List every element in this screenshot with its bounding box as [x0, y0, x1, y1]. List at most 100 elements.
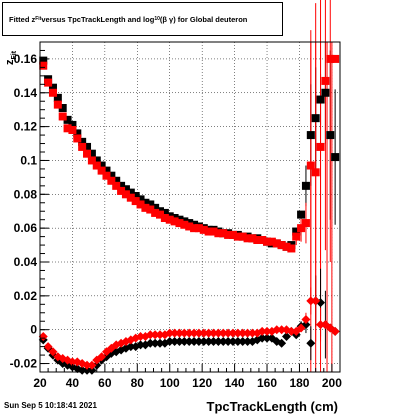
- data-point-square: [224, 230, 233, 239]
- data-point-diamond: [209, 337, 219, 347]
- data-point-diamond: [277, 338, 287, 348]
- data-point-square: [78, 137, 87, 146]
- data-point-square: [112, 181, 121, 190]
- data-point-diamond: [257, 326, 267, 336]
- data-point-diamond: [43, 342, 53, 352]
- data-point-diamond: [170, 328, 180, 338]
- data-point-square: [63, 115, 72, 124]
- data-point-diamond: [145, 330, 155, 340]
- data-point-diamond: [213, 328, 223, 338]
- data-point-diamond: [238, 328, 248, 338]
- data-point-square: [44, 78, 53, 87]
- data-point-square: [151, 203, 160, 212]
- grid-layer: [39, 42, 340, 372]
- x-tick-label: 60: [98, 376, 112, 390]
- data-point-diamond: [233, 328, 243, 338]
- data-point-square: [306, 131, 315, 140]
- data-point-diamond: [92, 360, 102, 370]
- data-point-square: [190, 224, 199, 233]
- data-point-diamond: [296, 323, 306, 333]
- data-point-square: [112, 176, 121, 185]
- data-point-square: [48, 83, 57, 92]
- data-point-diamond: [48, 347, 58, 357]
- data-point-diamond: [223, 337, 233, 347]
- data-point-diamond: [228, 337, 238, 347]
- data-point-diamond: [194, 337, 204, 347]
- data-point-square: [126, 193, 135, 202]
- data-point-square: [326, 131, 335, 140]
- data-point-diamond: [150, 330, 160, 340]
- data-point-square: [258, 236, 267, 244]
- data-point-square: [321, 76, 330, 85]
- data-point-diamond: [218, 328, 228, 338]
- data-point-square: [126, 188, 135, 197]
- data-point-square: [233, 232, 242, 241]
- data-point-square: [146, 205, 155, 214]
- data-point-diamond: [316, 320, 326, 330]
- y-tick-label: 0.06: [14, 221, 38, 235]
- y-tick-label: 0.1: [20, 153, 37, 167]
- data-point-square: [131, 192, 140, 200]
- title-suffix: (β γ) for Global deuteron: [159, 14, 248, 24]
- data-point-diamond: [174, 328, 184, 338]
- y-tick-label: -0.02: [10, 357, 38, 371]
- data-point-square: [48, 88, 57, 97]
- plot-frame: [39, 41, 341, 373]
- data-point-diamond: [311, 296, 321, 306]
- x-tick-label: 120: [192, 376, 212, 390]
- data-point-square: [331, 153, 340, 162]
- data-point-diamond: [155, 330, 165, 340]
- data-point-square: [83, 142, 92, 151]
- data-point-square: [287, 244, 296, 253]
- data-point-square: [253, 236, 262, 244]
- data-point-square: [141, 198, 150, 207]
- ticks-layer: [39, 41, 341, 373]
- data-point-diamond: [199, 328, 209, 338]
- data-point-square: [238, 232, 247, 241]
- data-point-diamond: [247, 328, 257, 338]
- data-point-square: [306, 161, 315, 170]
- data-point-diamond: [184, 328, 194, 338]
- data-point-square: [170, 217, 179, 226]
- data-point-square: [107, 176, 116, 185]
- data-point-diamond: [126, 342, 136, 352]
- data-point-square: [73, 129, 82, 138]
- data-point-diamond: [213, 337, 223, 347]
- data-point-diamond: [306, 338, 316, 348]
- data-point-diamond: [184, 337, 194, 347]
- data-point-diamond: [87, 365, 97, 375]
- data-point-diamond: [67, 357, 77, 367]
- title-subscript: Fit: [35, 16, 42, 22]
- data-point-diamond: [82, 365, 92, 375]
- data-point-square: [68, 120, 77, 129]
- x-tick-label: 100: [160, 376, 180, 390]
- data-point-diamond: [165, 337, 175, 347]
- data-point-diamond: [286, 326, 296, 336]
- data-point-square: [180, 220, 189, 229]
- data-point-square: [87, 156, 96, 165]
- data-point-diamond: [136, 340, 146, 350]
- data-point-diamond: [257, 333, 267, 343]
- data-point-diamond: [121, 343, 131, 353]
- data-point-diamond: [121, 337, 131, 347]
- chart-title: Fitted z Fit versus TpcTrackLength and l…: [2, 2, 283, 36]
- data-point-square: [321, 88, 330, 97]
- data-point-diamond: [330, 326, 340, 336]
- data-point-square: [141, 203, 150, 212]
- datestamp: Sun Sep 5 10:18:41 2021: [4, 401, 97, 410]
- data-point-square: [316, 95, 325, 104]
- data-point-square: [311, 168, 320, 177]
- data-point-square: [136, 200, 145, 209]
- x-tick-label: 80: [131, 376, 145, 390]
- title-subscript-2: 10: [154, 16, 160, 22]
- data-point-square: [301, 219, 310, 228]
- data-point-square: [39, 61, 48, 70]
- data-point-diamond: [77, 365, 87, 375]
- x-tick-label: 40: [66, 376, 80, 390]
- data-point-square: [160, 208, 169, 217]
- data-point-square: [316, 142, 325, 151]
- data-point-diamond: [58, 359, 68, 369]
- y-tick-label: 0: [30, 323, 37, 337]
- y-axis-title: zFit: [4, 50, 18, 65]
- data-point-square: [102, 171, 111, 180]
